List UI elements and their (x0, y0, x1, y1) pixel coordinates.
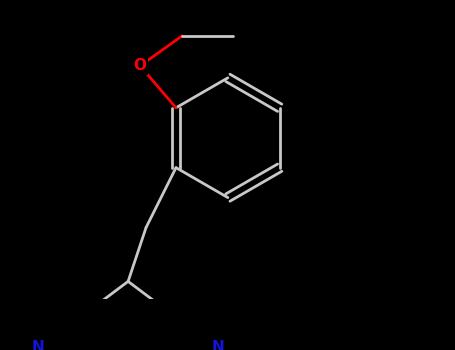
Text: N: N (212, 340, 224, 350)
Text: N: N (32, 340, 45, 350)
Text: O: O (134, 58, 147, 74)
